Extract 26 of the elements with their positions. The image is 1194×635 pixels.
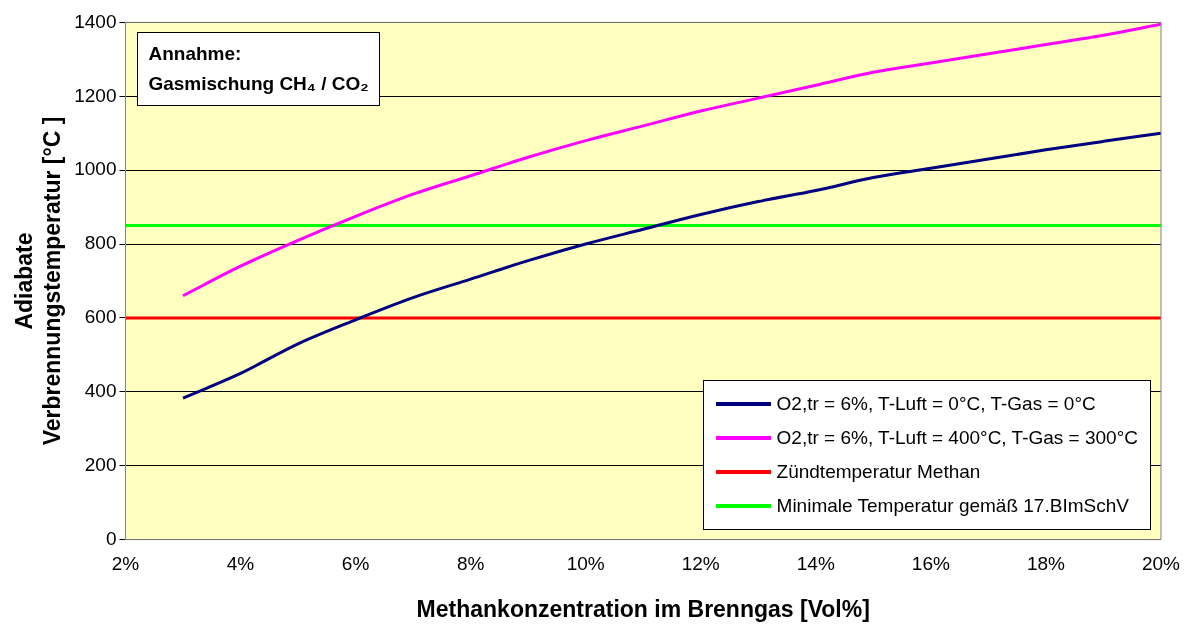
y-tick-label: 1000 bbox=[74, 158, 117, 180]
x-tick-label: 20% bbox=[1141, 553, 1181, 575]
y-tick-label: 1200 bbox=[74, 84, 117, 106]
x-axis-title: Methankonzentration im Brenngas [Vol%] bbox=[416, 595, 870, 622]
x-tick-label: 4% bbox=[226, 553, 255, 575]
x-tick-label: 2% bbox=[111, 553, 140, 575]
x-tick-label: 8% bbox=[456, 553, 485, 575]
x-tick-label: 6% bbox=[341, 553, 370, 575]
x-tick-label: 16% bbox=[911, 553, 950, 575]
y-tick-label: 200 bbox=[84, 453, 117, 475]
x-tick-label: 14% bbox=[796, 553, 835, 575]
legend-label: Minimale Temperatur gemäß 17.BImSchV bbox=[776, 494, 1129, 517]
legend-label: O2,tr = 6%, T-Luft = 0°C, T-Gas = 0°C bbox=[776, 392, 1096, 415]
x-tick-label: 12% bbox=[681, 553, 720, 575]
x-tick-label: 10% bbox=[566, 553, 605, 575]
y-tick-label: 0 bbox=[105, 527, 117, 549]
annotation: Gasmischung CH₄ / CO₂ bbox=[148, 72, 369, 97]
x-tick-label: 18% bbox=[1026, 553, 1066, 575]
legend-label: O2,tr = 6%, T-Luft = 400°C, T-Gas = 300°C bbox=[776, 426, 1138, 449]
y-tick-label: 600 bbox=[84, 306, 117, 328]
y-tick-label: 1400 bbox=[74, 10, 117, 32]
y-tick-label: 400 bbox=[84, 380, 117, 402]
legend-label: Zündtemperatur Methan bbox=[776, 460, 981, 483]
y-tick-label: 800 bbox=[84, 232, 117, 254]
annotation: Annahme: bbox=[148, 42, 243, 67]
y-axis-title: Adiabate Verbrennungstemperatur [°C ] bbox=[11, 116, 65, 446]
